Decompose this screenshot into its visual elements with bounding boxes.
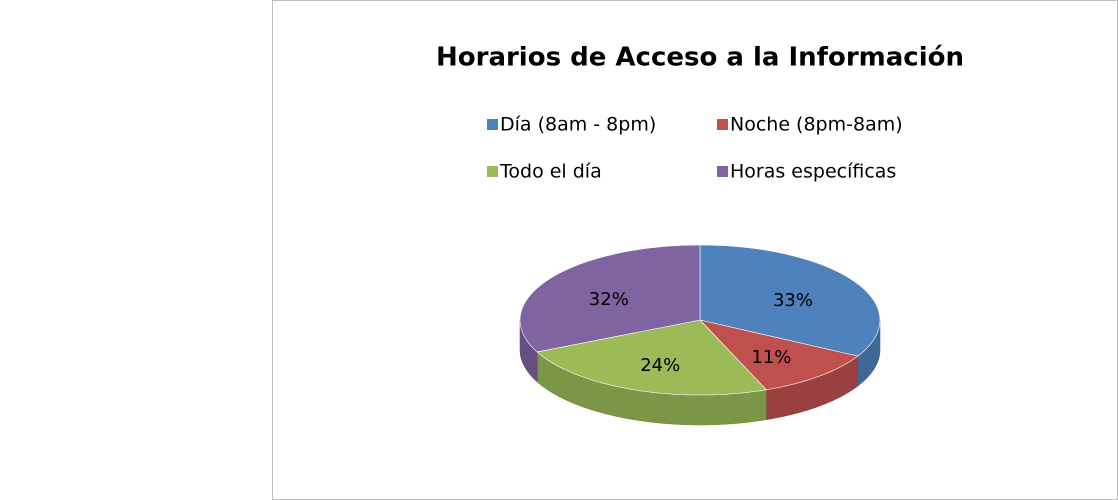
legend-swatch (717, 166, 728, 177)
legend-label: Noche (8pm-8am) (730, 114, 903, 136)
chart-title: Horarios de Acceso a la Información (436, 43, 964, 73)
legend-swatch (717, 119, 728, 130)
legend-label: Horas específicas (730, 161, 896, 183)
legend-label: Todo el día (499, 161, 602, 183)
chart: Horarios de Acceso a la Información Día … (0, 0, 1118, 500)
legend-swatch (487, 119, 498, 130)
data-label: 11% (751, 347, 791, 368)
data-label: 32% (589, 289, 629, 310)
data-label: 33% (773, 290, 813, 311)
legend-label: Día (8am - 8pm) (500, 114, 656, 136)
legend-swatch (487, 166, 498, 177)
page: Horarios de Acceso a la Información Día … (0, 0, 1118, 500)
data-label: 24% (640, 355, 680, 376)
